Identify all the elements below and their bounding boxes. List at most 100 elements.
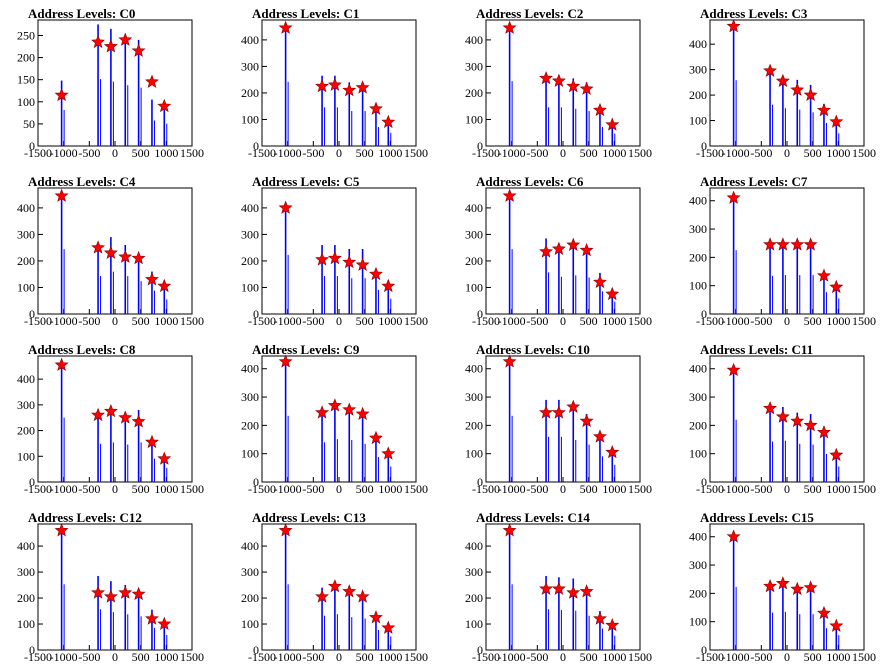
x-tick-label: 1000 [826, 314, 850, 328]
y-tick-label: 200 [241, 418, 259, 432]
panel-title: Address Levels: C4 [28, 174, 136, 189]
panel-13: Address Levels: C13 0 100 200 300 400 -1500-10… [241, 510, 428, 664]
panel-title: Address Levels: C0 [28, 6, 135, 21]
x-tick-label: -1000 [274, 482, 302, 496]
peak-marker [790, 581, 805, 596]
x-tick-label: -500 [302, 314, 324, 328]
y-tick-label: 100 [689, 615, 707, 629]
x-tick-label: 0 [112, 650, 118, 664]
x-tick-label: 1500 [404, 650, 428, 664]
y-tick-label: 100 [465, 280, 483, 294]
peak-marker [763, 401, 777, 415]
peak-marker [342, 402, 357, 416]
x-tick-label: 500 [580, 146, 598, 160]
y-tick-label: 100 [241, 617, 259, 631]
peak-marker [91, 585, 105, 599]
x-tick-label: -1000 [722, 650, 750, 664]
y-tick-label: 100 [465, 112, 483, 126]
x-tick-label: 1500 [404, 482, 428, 496]
peak-marker [775, 237, 790, 251]
y-tick-label: 0 [477, 139, 483, 153]
y-tick-label: 300 [465, 565, 483, 579]
y-tick-label: 200 [241, 254, 259, 268]
peak-marker [566, 399, 581, 413]
x-tick-label: -1000 [50, 650, 78, 664]
x-tick-label: 1000 [602, 482, 626, 496]
y-tick-label: 100 [689, 447, 707, 461]
x-tick-label: 1000 [378, 650, 402, 664]
x-tick-label: 1000 [602, 650, 626, 664]
peak-marker [355, 589, 370, 603]
peak-marker [327, 77, 342, 91]
peak-marker [829, 114, 844, 128]
peak-marker [54, 357, 69, 371]
y-tick-label: 100 [689, 114, 707, 128]
peak-marker [566, 78, 581, 93]
y-tick-label: 300 [689, 558, 707, 572]
peak-marker [369, 101, 383, 115]
panel-title: Address Levels: C13 [252, 510, 366, 525]
x-tick-label: -500 [750, 650, 772, 664]
x-tick-label: -1500 [248, 482, 276, 496]
y-tick-label: 100 [17, 280, 35, 294]
x-tick-label: -1500 [472, 314, 500, 328]
x-tick-label: 500 [804, 650, 822, 664]
y-tick-label: 200 [465, 418, 483, 432]
x-tick-label: 1000 [826, 146, 850, 160]
panel-title: Address Levels: C2 [476, 6, 583, 21]
y-tick-label: 200 [689, 88, 707, 102]
peak-marker [775, 409, 790, 423]
peak-marker [381, 114, 396, 129]
peak-marker [118, 410, 133, 424]
peak-marker [54, 523, 69, 537]
y-tick-label: 400 [465, 33, 483, 47]
y-tick-label: 300 [17, 565, 35, 579]
peak-marker [579, 81, 594, 95]
panel-1: Address Levels: C1 0 100 200 300 400 -1500-100… [241, 6, 428, 160]
peak-marker [157, 616, 172, 630]
x-tick-label: -1500 [696, 482, 724, 496]
x-tick-label: 500 [356, 650, 374, 664]
peak-marker [803, 237, 818, 251]
panel-15: Address Levels: C15 0 100 200 300 400 -1500-10… [689, 510, 876, 664]
peak-marker [817, 268, 831, 282]
y-tick-label: 200 [17, 254, 35, 268]
peak-marker [775, 73, 790, 87]
x-tick-label: 0 [560, 650, 566, 664]
peak-marker [278, 523, 293, 537]
x-tick-label: 0 [560, 314, 566, 328]
peak-marker [355, 406, 370, 420]
peak-marker [726, 362, 741, 377]
y-tick-label: 0 [29, 139, 35, 153]
peak-marker [118, 32, 133, 46]
y-tick-label: 400 [241, 539, 259, 553]
x-tick-label: 0 [560, 146, 566, 160]
y-tick-label: 300 [241, 565, 259, 579]
y-tick-label: 200 [689, 586, 707, 600]
peak-marker [605, 286, 620, 301]
peak-marker [157, 451, 172, 465]
x-tick-label: 1500 [852, 314, 876, 328]
panel-title: Address Levels: C15 [700, 510, 814, 525]
peak-marker [342, 82, 357, 97]
peak-marker [91, 407, 105, 422]
peak-marker [790, 413, 805, 428]
x-tick-label: -1500 [24, 650, 52, 664]
peak-marker [539, 244, 553, 258]
peak-marker [539, 405, 553, 419]
x-tick-label: -500 [78, 146, 100, 160]
panel-title: Address Levels: C1 [252, 6, 359, 21]
y-tick-label: 100 [17, 449, 35, 463]
x-tick-label: 1500 [180, 146, 204, 160]
peak-marker [315, 252, 329, 266]
y-tick-label: 400 [465, 201, 483, 215]
x-tick-label: -1000 [722, 146, 750, 160]
peak-marker [829, 618, 844, 632]
y-tick-label: 250 [17, 28, 35, 42]
y-tick-label: 200 [465, 254, 483, 268]
y-tick-label: 400 [689, 194, 707, 208]
peak-marker [327, 398, 342, 412]
peak-marker [539, 581, 553, 595]
x-tick-label: -1000 [722, 314, 750, 328]
y-tick-label: 400 [689, 530, 707, 544]
